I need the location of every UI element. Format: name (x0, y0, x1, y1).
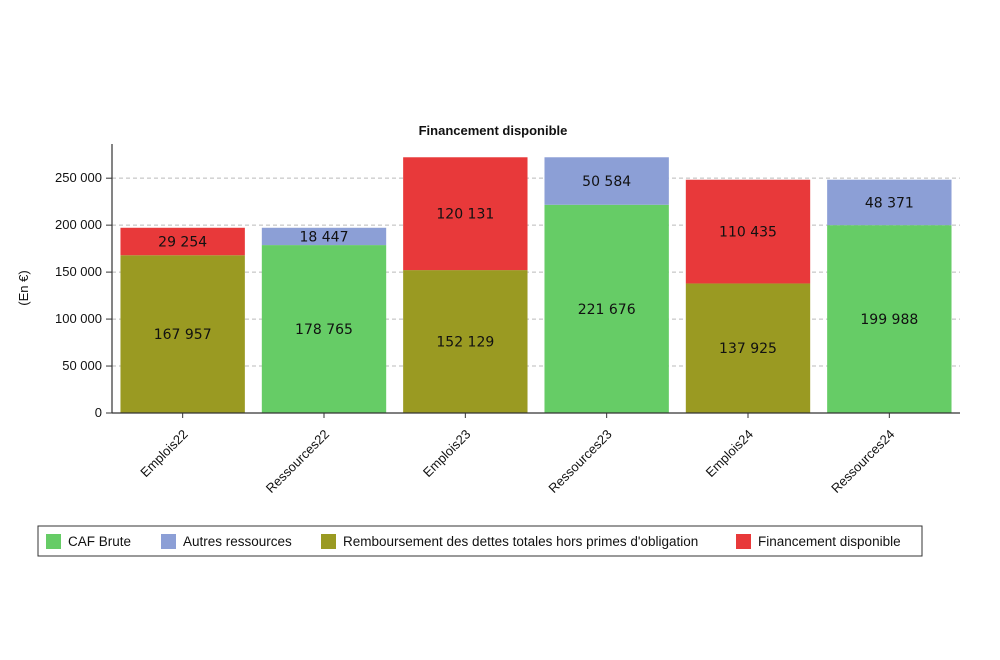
x-tick-label: Ressources23 (545, 427, 614, 496)
y-axis-title: (En €) (16, 270, 31, 305)
y-tick-label: 250 000 (55, 170, 102, 185)
legend-swatch (736, 534, 751, 549)
bar-segment (403, 157, 528, 271)
bar-segment (261, 227, 387, 246)
bar-segment (827, 225, 952, 413)
bar-segment (544, 157, 669, 205)
legend: CAF Brute Autres ressources Remboursement … (37, 525, 923, 557)
y-tick-label: 100 000 (55, 311, 102, 326)
data-label: 120 131 (436, 207, 494, 223)
data-label: 167 957 (154, 327, 212, 343)
data-labels: 167 957 29 254 178 765 18 447 152 129 120 131… (154, 174, 919, 357)
data-label: 152 129 (436, 335, 494, 351)
legend-label: Remboursement des dettes totales hors pr… (343, 534, 698, 549)
legend-label: Financement disponible (758, 534, 901, 549)
x-tick-label: Ressources24 (828, 427, 897, 496)
data-label: 199 988 (860, 312, 918, 328)
data-label: 29 254 (158, 235, 207, 251)
bar-segment (827, 179, 952, 226)
x-tick-label: Ressources22 (263, 427, 332, 496)
legend-swatch (161, 534, 176, 549)
bar-segment (403, 270, 528, 413)
data-label: 110 435 (719, 225, 777, 241)
y-tick-label: 200 000 (55, 217, 102, 232)
data-label: 221 676 (578, 302, 636, 318)
data-label: 178 765 (295, 322, 353, 338)
bar-segment (120, 255, 245, 413)
data-label: 137 925 (719, 341, 777, 357)
bar-segment (685, 283, 811, 413)
y-tick-label: 50 000 (62, 358, 102, 373)
legend-swatch (46, 534, 61, 549)
data-label: 48 371 (865, 195, 914, 211)
gridlines (112, 177, 960, 367)
y-tick-label: 0 (95, 405, 102, 420)
bar-segment (261, 245, 387, 413)
legend-label: Autres ressources (183, 534, 292, 549)
y-tick-label: 150 000 (55, 264, 102, 279)
legend-label: CAF Brute (68, 534, 131, 549)
x-tick-label: Emplois22 (137, 427, 191, 481)
x-tick-label: Emplois23 (420, 427, 474, 481)
bar-segment (685, 179, 811, 284)
chart-title: Financement disponible (419, 123, 568, 138)
bar-segment (120, 227, 245, 256)
legend-swatch (321, 534, 336, 549)
bars (120, 157, 952, 413)
data-label: 50 584 (582, 174, 631, 190)
legend-box (37, 525, 923, 557)
x-tick-label: Emplois24 (703, 427, 757, 481)
data-label: 18 447 (300, 229, 349, 245)
bar-segment (544, 204, 669, 413)
